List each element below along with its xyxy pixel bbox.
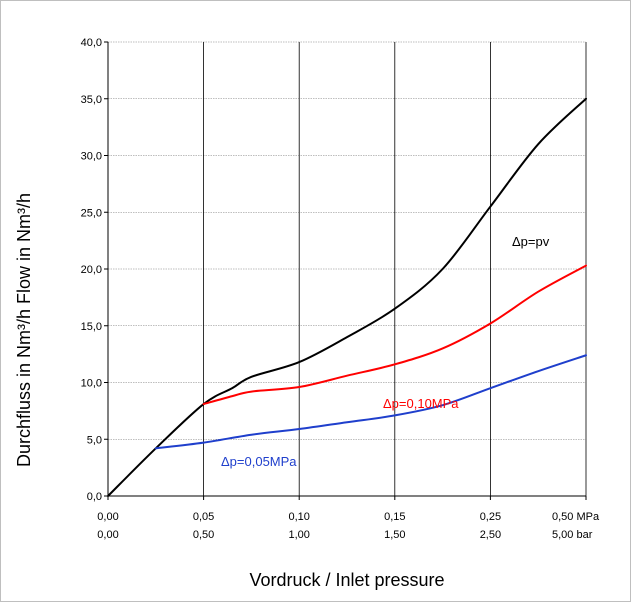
series-label-dp-010: Δp=0,10MPa bbox=[383, 396, 459, 411]
y-tick-label: 40,0 bbox=[81, 37, 102, 49]
x-tick-label-bar: 2,50 bbox=[480, 529, 501, 541]
y-axis-title: Durchfluss in Nm³/h Flow in Nm³/h bbox=[14, 193, 34, 467]
x-tick-label-bar: 0,50 bbox=[193, 529, 214, 541]
series-line-dp-pv bbox=[107, 97, 587, 497]
x-tick-label-mpa: 0,15 bbox=[384, 511, 405, 523]
x-tick-label-bar: 5,00 bar bbox=[552, 529, 593, 541]
x-tick-label-bar: 1,50 bbox=[384, 529, 405, 541]
grid bbox=[104, 41, 587, 500]
series-lines bbox=[107, 97, 587, 497]
y-tick-label: 25,0 bbox=[81, 207, 102, 219]
y-tick-label: 5,0 bbox=[87, 434, 102, 446]
x-tick-label-bar: 1,00 bbox=[288, 529, 309, 541]
y-tick-labels: 0,0 5,0 10,0 15,0 20,0 25,0 30,0 35,0 40,0 bbox=[81, 37, 102, 503]
series-label-dp-005: Δp=0,05MPa bbox=[221, 454, 297, 469]
series-line-dp-005 bbox=[154, 354, 587, 450]
y-tick-label: 20,0 bbox=[81, 264, 102, 276]
x-tick-label-bar: 0,00 bbox=[97, 529, 118, 541]
series-line-dp-010 bbox=[202, 264, 587, 406]
x-tick-labels: 0,00 0,00 0,05 0,50 0,10 1,00 0,15 1,50 0,25 2,50… bbox=[97, 511, 600, 541]
x-tick-label-mpa: 0,25 bbox=[480, 511, 501, 523]
series-label-dp-pv: Δp=pv bbox=[512, 234, 550, 249]
x-axis-title: Vordruck / Inlet pressure bbox=[249, 570, 444, 590]
y-tick-label: 15,0 bbox=[81, 321, 102, 333]
x-tick-label-mpa: 0,10 bbox=[288, 511, 309, 523]
y-tick-label: 0,0 bbox=[87, 491, 102, 503]
x-tick-label-mpa: 0,05 bbox=[193, 511, 214, 523]
x-tick-label-mpa: 0,50 MPa bbox=[552, 511, 600, 523]
axes bbox=[107, 42, 586, 497]
y-tick-label: 10,0 bbox=[81, 378, 102, 390]
y-tick-label: 35,0 bbox=[81, 94, 102, 106]
x-tick-label-mpa: 0,00 bbox=[97, 511, 118, 523]
y-tick-label: 30,0 bbox=[81, 151, 102, 163]
